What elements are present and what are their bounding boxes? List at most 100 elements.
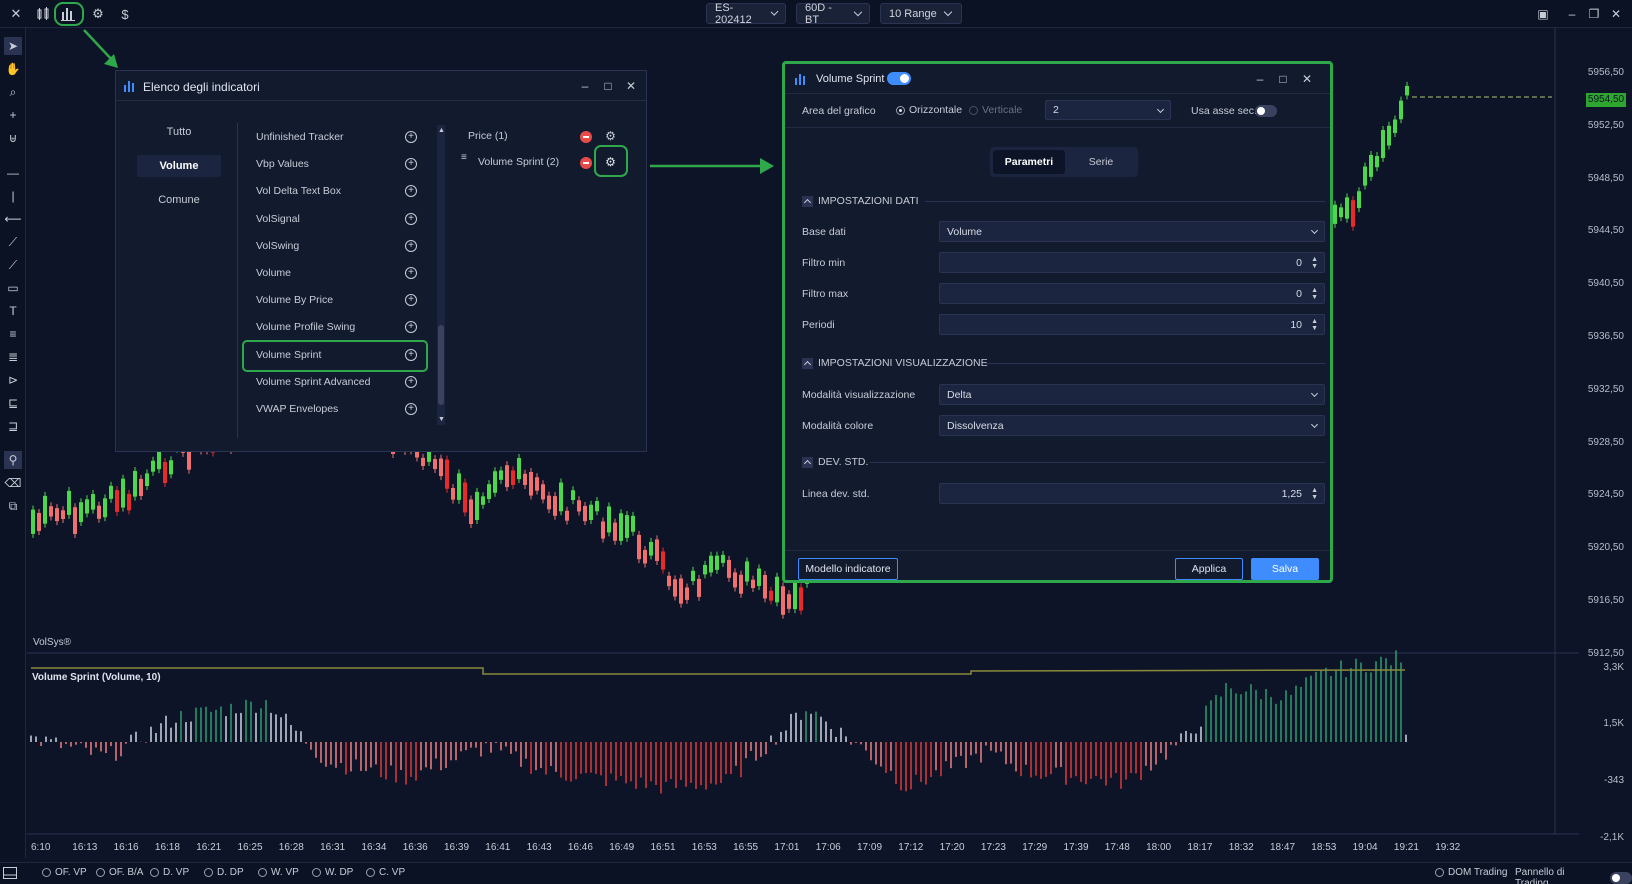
active-indicator-price[interactable]: Price (1): [468, 130, 508, 142]
trading-panel-toggle[interactable]: [1610, 872, 1632, 884]
indicator-list-item[interactable]: Vol Delta Text Box: [256, 185, 342, 198]
add-icon[interactable]: +: [405, 131, 417, 143]
remove-icon[interactable]: [580, 131, 592, 143]
indicator-list-item[interactable]: Volume Profile Swing: [256, 321, 356, 334]
trading-panel-option[interactable]: Pannello di Trading: [1515, 867, 1632, 884]
indicator-list-item[interactable]: Volume Sprint Advanced: [256, 375, 371, 388]
apply-button[interactable]: Applica: [1175, 558, 1243, 580]
layout-radio[interactable]: [42, 868, 51, 877]
symbol-select[interactable]: ES-202412: [706, 2, 786, 26]
add-icon[interactable]: +: [405, 212, 417, 225]
layout-option[interactable]: D. VP: [150, 867, 189, 878]
stepper-icon[interactable]: ▲ ▼: [1311, 256, 1318, 270]
range-profile-icon[interactable]: ⊑: [7, 396, 19, 410]
drag-handle-icon[interactable]: ≡: [461, 152, 467, 163]
price-profile-icon[interactable]: ⊒: [7, 419, 19, 433]
layout-option[interactable]: W. VP: [258, 867, 299, 878]
scroll-up-icon[interactable]: ▲: [438, 127, 445, 134]
close-window-icon[interactable]: ✕: [1610, 7, 1622, 21]
lock-drawing-icon[interactable]: ⚲: [4, 451, 22, 469]
ruler-icon[interactable]: ⟋: [8, 257, 18, 272]
indicator-enable-toggle[interactable]: [887, 72, 911, 85]
dom-trading-option[interactable]: DOM Trading: [1435, 867, 1507, 878]
vertical-line-icon[interactable]: |: [11, 189, 15, 203]
orientation-horizontal[interactable]: Orizzontale: [896, 104, 962, 116]
crosshair-icon[interactable]: +: [9, 108, 17, 122]
horizontal-line-icon[interactable]: —: [7, 166, 19, 180]
dollar-icon[interactable]: $: [121, 6, 129, 22]
collapse-icon[interactable]: [802, 357, 813, 369]
base-select[interactable]: Volume: [939, 221, 1325, 242]
zoom-icon[interactable]: ⌕: [9, 84, 17, 99]
active-indicator-volume-sprint[interactable]: Volume Sprint (2): [478, 156, 560, 168]
volume-profile-icon[interactable]: ⊳: [7, 373, 19, 387]
fib-icon[interactable]: ≡: [9, 327, 17, 341]
maximize-icon[interactable]: □: [604, 79, 612, 93]
panel-toggle-icon[interactable]: [3, 867, 17, 879]
gear-icon[interactable]: ⚙: [605, 155, 616, 169]
period-select[interactable]: 60D - BT: [796, 2, 870, 26]
category-comune[interactable]: Comune: [158, 194, 200, 206]
secondary-axis-toggle[interactable]: [1255, 105, 1277, 117]
template-button[interactable]: Modello indicatore: [798, 558, 898, 580]
period-input[interactable]: 10 ▲ ▼: [939, 314, 1325, 335]
add-icon[interactable]: +: [405, 158, 417, 171]
hand-icon[interactable]: ✋: [5, 62, 21, 76]
indicator-list-item[interactable]: Volume Sprint: [256, 348, 322, 361]
layout-radio[interactable]: [150, 868, 159, 877]
section-data-header[interactable]: IMPOSTAZIONI DATI: [802, 195, 919, 207]
add-icon[interactable]: +: [405, 375, 417, 388]
stepper-icon[interactable]: ▲ ▼: [1311, 287, 1318, 301]
trend-line-icon[interactable]: ⟋: [8, 234, 18, 249]
orientation-vertical[interactable]: Verticale: [969, 104, 1022, 116]
minimize-icon[interactable]: –: [581, 79, 589, 93]
vis-mode-select[interactable]: Delta: [939, 384, 1325, 405]
collapse-icon[interactable]: [802, 195, 813, 207]
filter-max-input[interactable]: 0 ▲ ▼: [939, 283, 1325, 304]
layout-radio[interactable]: [204, 868, 213, 877]
layout-radio[interactable]: [96, 868, 105, 877]
category-volume[interactable]: Volume: [137, 155, 221, 177]
dom-radio[interactable]: [1435, 868, 1444, 877]
remove-icon[interactable]: [580, 157, 592, 169]
layout-option[interactable]: W. DP: [312, 867, 353, 878]
indicator-list-item[interactable]: Volume By Price: [256, 294, 334, 307]
eraser-icon[interactable]: ⌫: [4, 476, 22, 490]
range-select[interactable]: 10 Range: [880, 3, 962, 24]
indicators-icon[interactable]: [58, 4, 78, 24]
add-icon[interactable]: +: [405, 185, 417, 198]
tab-parametri[interactable]: Parametri: [993, 150, 1065, 174]
levels-icon[interactable]: ≣: [7, 350, 19, 364]
tab-serie[interactable]: Serie: [1088, 156, 1114, 168]
layout-radio[interactable]: [258, 868, 267, 877]
layout-option[interactable]: OF. VP: [42, 867, 87, 878]
section-vis-header[interactable]: IMPOSTAZIONI VISUALIZZAZIONE: [802, 357, 988, 369]
layout-icon[interactable]: ▣: [1537, 7, 1549, 21]
maximize-icon[interactable]: □: [1279, 72, 1287, 86]
std-input[interactable]: 1,25 ▲ ▼: [939, 483, 1325, 504]
close-icon[interactable]: ✕: [10, 6, 22, 21]
category-tutto[interactable]: Tutto: [166, 126, 192, 138]
indicator-list-item[interactable]: Volume: [256, 267, 292, 279]
add-icon[interactable]: +: [405, 321, 417, 334]
add-icon[interactable]: +: [405, 403, 417, 415]
close-icon[interactable]: ✕: [625, 79, 637, 93]
magnet-icon[interactable]: ⊎: [8, 131, 18, 145]
settings-icon[interactable]: ⚙: [92, 6, 104, 21]
rectangle-icon[interactable]: ▭: [7, 281, 19, 295]
collapse-icon[interactable]: [802, 456, 813, 468]
filter-min-input[interactable]: 0 ▲ ▼: [939, 252, 1325, 273]
stepper-icon[interactable]: ▲ ▼: [1311, 487, 1318, 501]
indicator-list-item[interactable]: Unfinished Tracker: [256, 131, 344, 143]
scroll-thumb[interactable]: [438, 325, 444, 405]
add-icon[interactable]: +: [405, 294, 417, 307]
layers-icon[interactable]: ⧉: [8, 498, 18, 513]
layout-option[interactable]: D. DP: [204, 867, 244, 878]
gear-icon[interactable]: ⚙: [605, 129, 616, 143]
close-icon[interactable]: ✕: [1301, 72, 1313, 86]
indicator-list-item[interactable]: VolSwing: [256, 239, 300, 252]
layout-radio[interactable]: [312, 868, 321, 877]
indicator-list-item[interactable]: Vbp Values: [256, 158, 309, 171]
indicator-list-item[interactable]: VolSignal: [256, 212, 300, 225]
minimize-icon[interactable]: –: [1568, 7, 1576, 21]
